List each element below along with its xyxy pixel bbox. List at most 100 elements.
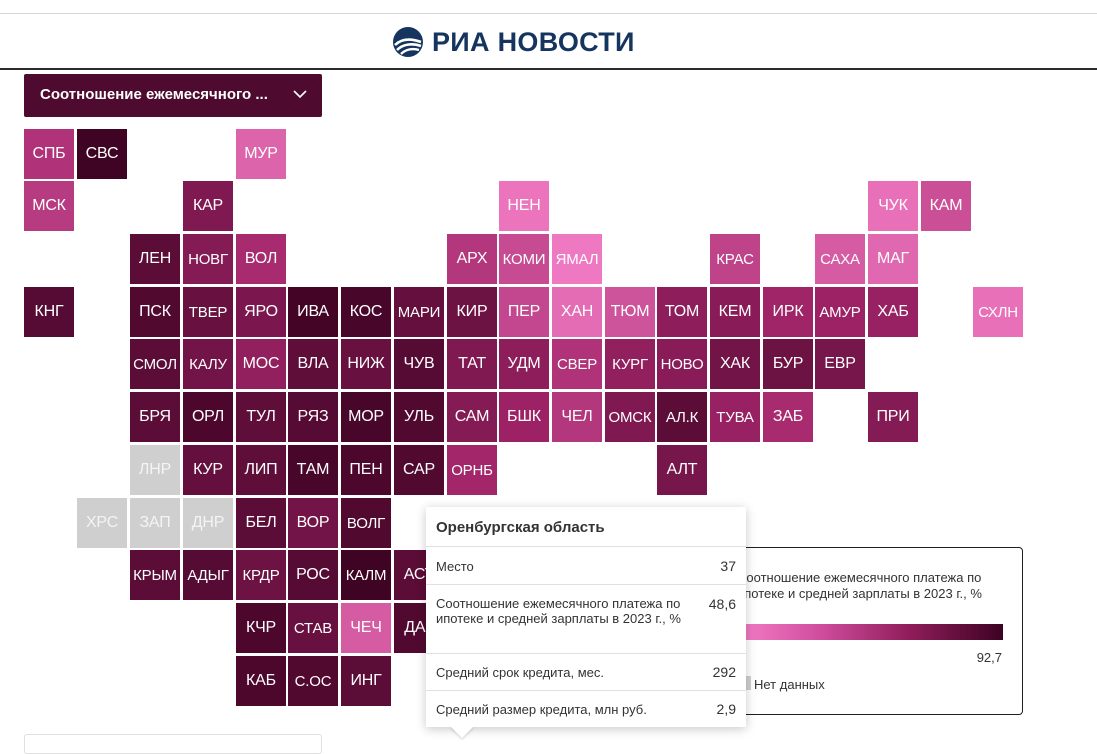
tooltip-row-label: Средний срок кредита, мес. bbox=[436, 665, 604, 680]
region-tile[interactable]: ТОМ bbox=[657, 287, 707, 337]
region-tile[interactable]: КАР bbox=[183, 181, 233, 231]
region-tile[interactable]: КЕМ bbox=[710, 287, 760, 337]
legend-color-scale bbox=[737, 624, 1003, 640]
tooltip-row-value: 48,6 bbox=[708, 596, 736, 612]
region-tile[interactable]: МОС bbox=[236, 339, 286, 389]
region-tile[interactable]: ЧЕЛ bbox=[552, 392, 602, 442]
region-tile[interactable]: ЯМАЛ bbox=[552, 234, 602, 284]
region-tile[interactable]: СВС bbox=[77, 129, 127, 179]
region-tile[interactable]: СТАВ bbox=[288, 603, 338, 653]
region-tile[interactable]: КАЛУ bbox=[183, 339, 233, 389]
region-tile[interactable]: ЕВР bbox=[815, 339, 865, 389]
brand-name: РИА НОВОСТИ bbox=[432, 27, 635, 57]
region-tile[interactable]: НЕН bbox=[499, 181, 549, 231]
region-tile[interactable]: СПБ bbox=[24, 129, 74, 179]
region-tile[interactable]: БУР bbox=[763, 339, 813, 389]
region-tile[interactable]: ХАН bbox=[552, 287, 602, 337]
region-tile[interactable]: КУР bbox=[183, 445, 233, 495]
region-tile[interactable]: НИЖ bbox=[341, 339, 391, 389]
tooltip-row-label: Соотношение ежемесячного платежа по ипот… bbox=[436, 596, 681, 626]
region-tile[interactable]: ПСК bbox=[130, 287, 180, 337]
region-tile[interactable]: КРАС bbox=[710, 234, 760, 284]
region-tile[interactable]: АЛ.К bbox=[657, 392, 707, 442]
region-tile[interactable]: САХА bbox=[815, 234, 865, 284]
region-tile[interactable]: ХРС bbox=[77, 498, 127, 548]
region-tile[interactable]: СМОЛ bbox=[130, 339, 180, 389]
region-tile[interactable]: РОС bbox=[288, 550, 338, 600]
region-tile[interactable]: ПЕН bbox=[341, 445, 391, 495]
region-tile[interactable]: ВОЛГ bbox=[341, 498, 391, 548]
region-tile[interactable]: С.ОС bbox=[288, 656, 338, 706]
region-tile[interactable]: ТЮМ bbox=[605, 287, 655, 337]
region-tile[interactable]: ИВА bbox=[288, 287, 338, 337]
region-tile[interactable]: КАБ bbox=[236, 656, 286, 706]
region-tile[interactable]: ТУВА bbox=[710, 392, 760, 442]
region-tile[interactable]: КАЛМ bbox=[341, 550, 391, 600]
region-tile[interactable]: ЛИП bbox=[236, 445, 286, 495]
legend: Соотношение ежемесячного платежа по ипот… bbox=[722, 547, 1023, 715]
region-tile[interactable]: ВЛА bbox=[288, 339, 338, 389]
region-tile[interactable]: УЛЬ bbox=[394, 392, 444, 442]
region-tile[interactable]: СХЛН bbox=[973, 287, 1023, 337]
region-tile[interactable]: МУР bbox=[236, 129, 286, 179]
region-tile[interactable]: КНГ bbox=[24, 287, 74, 337]
region-tile[interactable]: САР bbox=[394, 445, 444, 495]
region-tile[interactable]: РЯЗ bbox=[288, 392, 338, 442]
chevron-down-icon bbox=[293, 90, 307, 99]
region-tile[interactable]: ТУЛ bbox=[236, 392, 286, 442]
region-tile[interactable]: ХАБ bbox=[868, 287, 918, 337]
region-tile[interactable]: МАРИ bbox=[394, 287, 444, 337]
region-tile[interactable]: ЗАП bbox=[130, 498, 180, 548]
region-tile[interactable]: ЛНР bbox=[130, 445, 180, 495]
region-tile[interactable]: КРЫМ bbox=[130, 550, 180, 600]
region-tile[interactable]: КЧР bbox=[236, 603, 286, 653]
region-tile[interactable]: ИНГ bbox=[341, 656, 391, 706]
region-tile[interactable]: ЧУВ bbox=[394, 339, 444, 389]
region-tile[interactable]: САМ bbox=[447, 392, 497, 442]
region-tile[interactable]: ЧУК bbox=[868, 181, 918, 231]
ria-globe-icon bbox=[393, 27, 423, 57]
region-tile[interactable]: ЛЕН bbox=[130, 234, 180, 284]
tooltip-row-value: 292 bbox=[712, 664, 736, 680]
region-tile[interactable]: БРЯ bbox=[130, 392, 180, 442]
region-tile[interactable]: ХАК bbox=[710, 339, 760, 389]
region-tile[interactable]: СВЕР bbox=[552, 339, 602, 389]
region-tile[interactable]: КИР bbox=[447, 287, 497, 337]
region-tile[interactable]: ЯРО bbox=[236, 287, 286, 337]
region-tile[interactable]: ТАТ bbox=[447, 339, 497, 389]
region-tile[interactable]: МОР bbox=[341, 392, 391, 442]
region-tile[interactable]: БЕЛ bbox=[236, 498, 286, 548]
region-tile[interactable]: КУРГ bbox=[605, 339, 655, 389]
region-tile[interactable]: МСК bbox=[24, 181, 74, 231]
region-tile[interactable]: ЗАБ bbox=[763, 392, 813, 442]
region-tile[interactable]: КОМИ bbox=[499, 234, 549, 284]
region-tile[interactable]: АРХ bbox=[447, 234, 497, 284]
region-tile[interactable]: ВОР bbox=[288, 498, 338, 548]
region-tile[interactable]: МАГ bbox=[868, 234, 918, 284]
region-tile[interactable]: ИРК bbox=[763, 287, 813, 337]
region-tile[interactable]: ВОЛ bbox=[236, 234, 286, 284]
region-tile[interactable]: КАМ bbox=[921, 181, 971, 231]
ria-logo[interactable]: РИА НОВОСТИ bbox=[392, 25, 635, 59]
region-tile[interactable]: УДМ bbox=[499, 339, 549, 389]
region-tile[interactable]: ПЕР bbox=[499, 287, 549, 337]
indicator-select[interactable]: Соотношение ежемесячного ... bbox=[24, 74, 322, 117]
region-tile[interactable]: НОВО bbox=[657, 339, 707, 389]
region-tile[interactable]: ОРНБ bbox=[447, 445, 497, 495]
region-tile[interactable]: АМУР bbox=[815, 287, 865, 337]
region-tile[interactable]: АЛТ bbox=[657, 445, 707, 495]
region-tile[interactable]: КОС bbox=[341, 287, 391, 337]
region-tile[interactable]: АДЫГ bbox=[183, 550, 233, 600]
region-tile[interactable]: ТАМ bbox=[288, 445, 338, 495]
region-tooltip: Оренбургская область Место 37 Соотношени… bbox=[426, 507, 746, 727]
region-tile[interactable]: ТВЕР bbox=[183, 287, 233, 337]
region-tile[interactable]: БШК bbox=[499, 392, 549, 442]
region-tile[interactable]: ЧЕЧ bbox=[341, 603, 391, 653]
region-tile[interactable]: ОМСК bbox=[605, 392, 655, 442]
region-tile[interactable]: ОРЛ bbox=[183, 392, 233, 442]
region-tile[interactable]: НОВГ bbox=[183, 234, 233, 284]
region-tile[interactable]: ДНР bbox=[183, 498, 233, 548]
region-tile[interactable]: КРДР bbox=[236, 550, 286, 600]
region-tile[interactable]: ПРИ bbox=[868, 392, 918, 442]
tooltip-row-value: 2,9 bbox=[716, 701, 736, 717]
